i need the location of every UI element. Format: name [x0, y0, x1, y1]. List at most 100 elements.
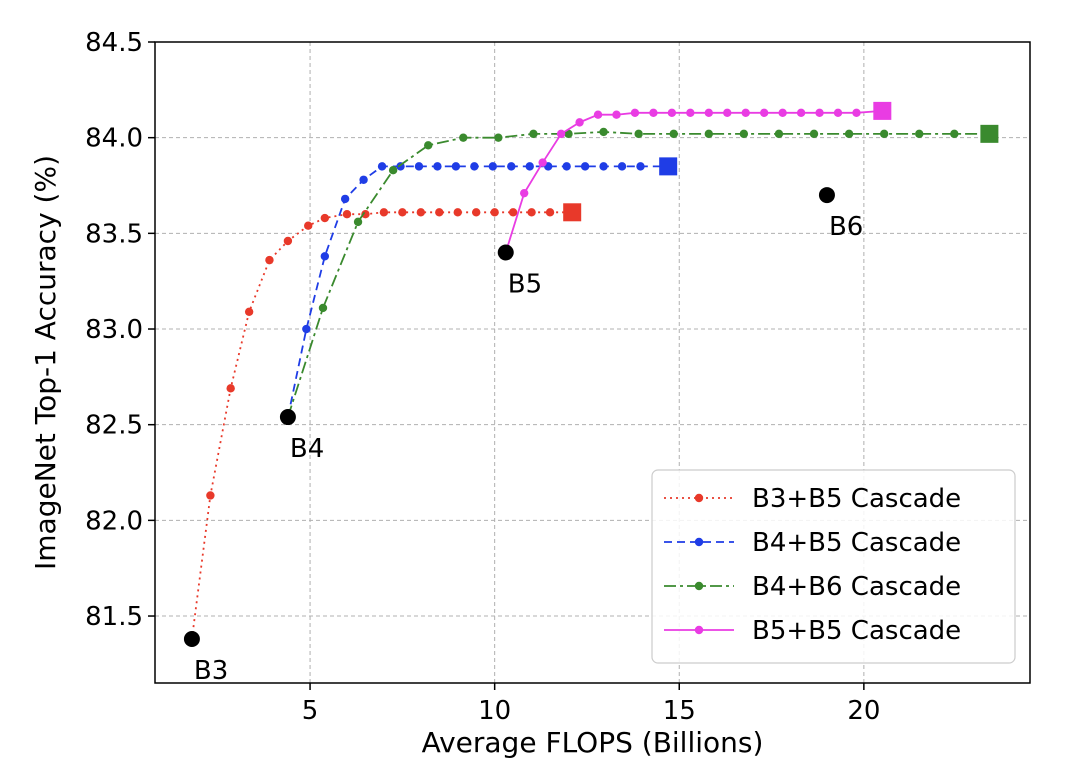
- data-point: [634, 129, 643, 139]
- data-point: [704, 129, 713, 139]
- data-point: [398, 208, 407, 217]
- data-point: [283, 236, 293, 246]
- data-point: [490, 208, 499, 217]
- data-point: [599, 162, 608, 171]
- data-point: [320, 213, 330, 223]
- single-model-points-layer: B3 B4 B5 B6: [183, 187, 863, 686]
- x-tick-label: 10: [478, 696, 511, 726]
- data-point: [488, 162, 498, 171]
- legend-marker: [694, 493, 704, 503]
- data-point: [617, 162, 627, 171]
- data-point: [244, 307, 254, 316]
- data-point: [527, 208, 536, 217]
- data-point: [879, 129, 889, 139]
- data-point: [472, 208, 481, 217]
- data-point: [388, 166, 398, 175]
- data-point: [630, 108, 640, 117]
- data-point: [414, 162, 424, 171]
- x-tick-label: 20: [847, 696, 880, 726]
- data-point: [669, 129, 678, 139]
- y-tick-label: 81.5: [85, 602, 143, 632]
- data-point: [433, 162, 442, 171]
- data-point: [529, 129, 538, 139]
- ticks-layer: 5 10 15 20 81.5 82.0 82.5 83.0 83.5 84.0 84.5: [85, 28, 880, 726]
- legend-marker: [694, 537, 704, 547]
- x-tick-label: 5: [302, 696, 319, 726]
- data-point: [435, 208, 444, 217]
- data-point: [320, 252, 330, 261]
- single-model-label: B4: [290, 434, 324, 464]
- data-point: [453, 208, 462, 217]
- plot-frame: [154, 41, 1031, 684]
- data-point: [265, 255, 274, 265]
- data-point: [377, 162, 387, 171]
- data-point: [774, 129, 784, 139]
- data-point: [340, 194, 350, 204]
- data-point: [379, 208, 389, 217]
- data-point: [416, 208, 426, 217]
- data-point: [318, 303, 328, 313]
- data-point: [353, 217, 363, 227]
- data-point: [636, 162, 645, 171]
- data-point: [580, 162, 590, 171]
- series-3: [283, 124, 999, 422]
- series-4: [501, 101, 892, 257]
- y-axis-title: ImageNet Top-1 Accuracy (%): [29, 155, 62, 570]
- data-point: [361, 210, 370, 219]
- data-point: [507, 162, 516, 171]
- data-point: [599, 127, 608, 137]
- series-end-marker: [980, 124, 999, 143]
- data-point: [304, 221, 313, 230]
- data-point: [723, 108, 732, 117]
- series-end-marker: [873, 101, 892, 120]
- series-layer: [187, 101, 999, 644]
- data-point: [459, 133, 468, 142]
- data-point: [741, 108, 750, 117]
- x-tick-label: 15: [663, 696, 696, 726]
- single-model-point: [279, 409, 296, 426]
- data-point: [809, 129, 819, 139]
- data-point: [833, 108, 843, 117]
- data-point: [206, 491, 215, 500]
- legend-marker: [694, 625, 704, 635]
- y-tick-label: 84.0: [85, 124, 143, 154]
- data-point: [759, 108, 769, 117]
- legend-label: B5+B5 Cascade: [752, 616, 961, 646]
- y-tick-label: 82.0: [85, 506, 143, 536]
- legend: B3+B5 Cascade B4+B5 Cascade B4+B6 Cascade B…: [651, 469, 1016, 664]
- data-point: [686, 108, 695, 117]
- series-2: [283, 157, 678, 422]
- data-point: [508, 208, 518, 217]
- data-point: [778, 108, 787, 117]
- legend-label: B4+B6 Cascade: [752, 572, 961, 602]
- single-model-point: [183, 630, 200, 647]
- data-point: [342, 210, 352, 219]
- data-point: [538, 158, 547, 167]
- legend-label: B4+B5 Cascade: [752, 528, 961, 558]
- series-line: [287, 131, 990, 418]
- data-point: [494, 133, 503, 142]
- single-model-label: B3: [194, 656, 228, 686]
- data-point: [667, 108, 677, 117]
- legend-marker: [694, 581, 704, 591]
- data-point: [564, 129, 573, 139]
- y-tick-label: 83.0: [85, 315, 143, 345]
- y-tick-label: 84.5: [85, 28, 143, 58]
- data-point: [915, 129, 924, 139]
- data-point: [562, 162, 571, 171]
- data-point: [519, 188, 529, 198]
- data-point: [796, 108, 806, 117]
- data-point: [704, 108, 713, 117]
- data-point: [470, 162, 479, 171]
- series-end-marker: [563, 203, 582, 222]
- single-model-point: [818, 187, 835, 204]
- data-point: [556, 129, 566, 139]
- series-line: [287, 165, 669, 418]
- data-point: [852, 108, 861, 117]
- series-end-marker: [659, 157, 678, 176]
- data-point: [739, 129, 749, 139]
- data-point: [525, 162, 534, 171]
- y-tick-label: 83.5: [85, 219, 143, 249]
- data-point: [302, 324, 311, 334]
